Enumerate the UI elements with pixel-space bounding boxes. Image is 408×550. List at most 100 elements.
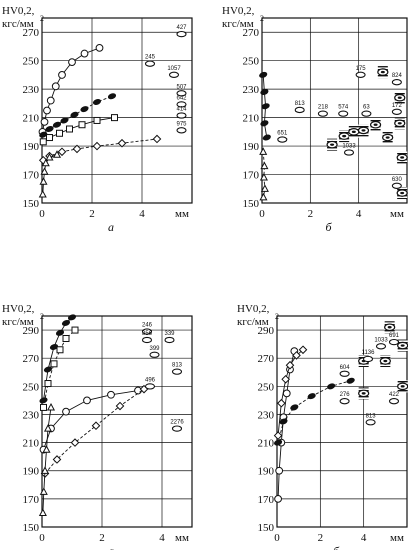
- annotation-label: 1033: [374, 337, 388, 343]
- y-tick-label: 170: [258, 494, 275, 506]
- data-point: [107, 390, 115, 399]
- annotation-marker: [317, 110, 328, 117]
- data-point: [56, 346, 64, 354]
- data-point-core: [380, 70, 385, 74]
- y-tick-label: 230: [243, 84, 260, 96]
- y-tick-label: 290: [258, 325, 275, 337]
- annotation-label: 63: [363, 105, 370, 111]
- data-point: [290, 404, 299, 411]
- data-point: [46, 96, 55, 105]
- y-axis-label-line2: кгс/мм: [2, 18, 34, 30]
- x-tick-label: 0: [259, 208, 265, 220]
- x-tick-label: 0: [39, 532, 45, 544]
- y-tick-label: 230: [258, 409, 275, 421]
- y-tick-label: 250: [23, 56, 40, 68]
- data-point: [275, 466, 284, 475]
- y-tick-label: 190: [258, 466, 275, 478]
- y-tick-label: 290: [23, 325, 40, 337]
- annotation-marker: [176, 101, 187, 108]
- data-point: [43, 106, 51, 115]
- y-tick-label: 250: [23, 381, 40, 393]
- data-point: [42, 445, 51, 453]
- data-point-core: [400, 344, 405, 347]
- x-tick-label: 2: [318, 532, 324, 544]
- annotation-marker: [339, 370, 350, 377]
- data-point-core: [361, 392, 366, 395]
- y-axis-label-superscript: 2: [260, 14, 264, 23]
- data-point: [70, 438, 80, 447]
- annotation-marker: [176, 112, 187, 119]
- annotation-marker: [164, 336, 175, 344]
- series-line: [43, 329, 76, 408]
- data-point: [277, 398, 286, 408]
- x-unit-label: мм: [390, 532, 404, 544]
- annotation-marker: [362, 355, 374, 363]
- annotation-label: 1057: [167, 66, 181, 72]
- annotation-label: 630: [392, 177, 403, 183]
- y-tick-label: 270: [23, 353, 40, 365]
- data-point: [45, 126, 54, 132]
- annotation-label: 975: [176, 121, 187, 127]
- annotation-label: 496: [145, 377, 156, 383]
- series-open-circle: [38, 43, 104, 136]
- x-tick-label: 4: [361, 532, 367, 544]
- annotation-label: 422: [389, 392, 400, 398]
- annotation-marker: [361, 110, 372, 117]
- data-point: [62, 407, 70, 416]
- series-open-circle: [39, 386, 142, 454]
- annotation-label: 1033: [342, 144, 356, 150]
- series-line: [44, 388, 145, 474]
- y-tick-label: 150: [23, 198, 40, 210]
- x-tick-label: 4: [139, 208, 145, 220]
- series-open-triangle: [38, 402, 56, 517]
- annotation-marker: [391, 182, 402, 189]
- x-tick-label: 2: [99, 532, 105, 544]
- data-point: [259, 172, 268, 181]
- x-tick-label: 2: [89, 208, 95, 220]
- annotation-marker: [339, 398, 350, 405]
- data-point-core: [400, 191, 405, 195]
- annotation-marker: [176, 127, 187, 134]
- chart-panel-top-left: 150 170 190 210 230 250 270 0 2 4 мм а HV0,2,кгс/мм 2…: [2, 5, 193, 234]
- data-point: [307, 393, 316, 400]
- annotation-marker: [277, 136, 288, 143]
- data-point: [95, 43, 104, 52]
- series-filled-ellipse: [39, 93, 117, 138]
- data-point-core: [400, 385, 405, 388]
- data-point-core: [351, 130, 356, 134]
- annotation-marker: [365, 419, 376, 426]
- series-open-square: [40, 326, 79, 411]
- y-axis-label-line2: кгс/мм: [2, 316, 34, 328]
- annotation-marker: [176, 30, 187, 38]
- data-point: [52, 121, 62, 128]
- panel-caption: а: [108, 220, 114, 234]
- series-striped-ellipse: [326, 66, 408, 200]
- y-axis-label-line1: HV0,2,: [2, 5, 35, 17]
- data-point-core: [361, 129, 366, 132]
- series-open-triangle: [38, 150, 62, 198]
- annotation-marker: [343, 149, 355, 156]
- series-line: [277, 380, 351, 443]
- data-point: [39, 177, 48, 185]
- y-tick-label: 150: [243, 198, 260, 210]
- data-point: [259, 147, 268, 155]
- data-point: [72, 144, 82, 154]
- annotation-label: 2276: [170, 420, 184, 426]
- data-point: [46, 134, 53, 142]
- y-tick-label: 250: [243, 56, 260, 68]
- y-tick-label: 230: [23, 409, 40, 421]
- data-point: [281, 374, 290, 384]
- annotation-label: 175: [356, 66, 367, 72]
- data-point: [58, 71, 66, 79]
- data-point: [261, 103, 270, 110]
- data-point: [327, 383, 336, 390]
- data-point: [274, 494, 282, 503]
- data-point: [46, 402, 56, 411]
- series-line: [43, 117, 115, 143]
- data-point: [273, 431, 283, 440]
- annotation-marker: [391, 108, 402, 115]
- data-point: [117, 138, 127, 148]
- y-tick-label: 210: [23, 113, 40, 125]
- panel-caption: б: [333, 544, 340, 550]
- annotation-marker: [391, 79, 402, 86]
